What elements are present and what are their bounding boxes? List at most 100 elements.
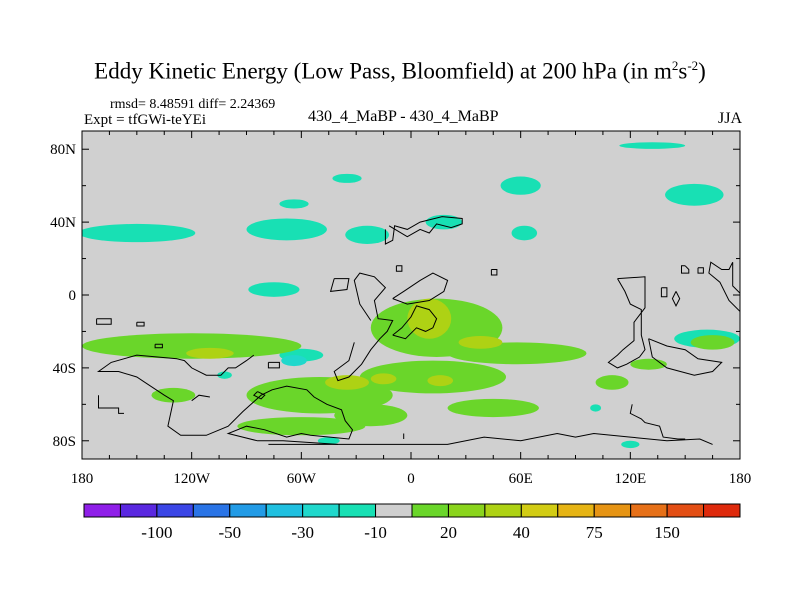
colorbar-box xyxy=(520,503,559,518)
contour-region-32 xyxy=(590,404,602,412)
contour-region-21 xyxy=(690,335,735,350)
coastline-5 xyxy=(392,305,438,340)
coastline-21 xyxy=(629,404,686,440)
coastline-20 xyxy=(697,267,704,274)
coastline-layer xyxy=(96,216,740,445)
contour-region-34 xyxy=(621,440,640,449)
colorbar-box xyxy=(265,503,304,518)
coastline-4 xyxy=(392,272,449,305)
axes-layer: 180 120W 60W 0 60E 120E 180 80N 40N 0 40S 80S xyxy=(50,131,751,487)
colorbar-box xyxy=(229,503,267,518)
colorbar-box xyxy=(484,503,522,518)
colorbar-box xyxy=(593,503,632,518)
colorbar-label: -50 xyxy=(218,523,241,542)
coastline-16 xyxy=(660,287,668,298)
contour-region-20 xyxy=(595,375,629,390)
contour-region-30 xyxy=(281,355,307,367)
chart-title: Eddy Kinetic Energy (Low Pass, Bloomfiel… xyxy=(0,58,800,85)
colorbar-box xyxy=(83,503,121,518)
coastline-17 xyxy=(671,291,681,308)
colorbar-box xyxy=(447,503,486,518)
contour-region-4 xyxy=(332,173,362,183)
contour-region-22 xyxy=(151,387,196,403)
title-close: ) xyxy=(698,58,706,84)
colorbar-box xyxy=(703,503,741,518)
coastline-11 xyxy=(154,343,163,349)
colorbar-label: 40 xyxy=(513,523,530,542)
colorbar-label: -100 xyxy=(141,523,172,542)
coastline-24 xyxy=(191,394,210,402)
colorbar-box xyxy=(375,503,413,518)
title-sup-2: -2 xyxy=(687,58,699,73)
season-label: JJA xyxy=(717,110,742,127)
colorbar-box xyxy=(557,503,595,518)
coastline-1 xyxy=(268,432,713,445)
colorbar-label: 75 xyxy=(586,523,603,542)
coastline-13 xyxy=(252,391,266,400)
coastline-22 xyxy=(176,354,255,376)
colorbar: -100 -50 -30 -10 20 40 75 150 xyxy=(83,503,741,542)
coastline-0 xyxy=(96,354,354,445)
colorbar-box xyxy=(338,503,377,518)
x-tick-label: 60E xyxy=(509,471,533,487)
coastline-23 xyxy=(98,395,124,414)
colorbar-box xyxy=(666,503,705,518)
colorbar-box xyxy=(192,503,231,518)
x-tick-label: 180 xyxy=(729,471,752,487)
title-sup-1: 2 xyxy=(671,58,679,73)
title-main: Eddy Kinetic Energy (Low Pass, Bloomfiel… xyxy=(94,58,672,84)
experiment-label: Expt = tfGWi-teYEi xyxy=(84,112,206,128)
contour-region-28 xyxy=(325,375,369,390)
stats-label: rmsd= 8.48591 diff= 2.24369 xyxy=(110,97,276,112)
contour-region-3 xyxy=(279,199,309,209)
colorbar-box xyxy=(119,503,158,518)
contour-region-9 xyxy=(511,225,538,241)
coastline-3 xyxy=(333,272,394,382)
coastline-6 xyxy=(384,216,463,245)
x-tick-label: 120E xyxy=(614,471,646,487)
colorbar-box xyxy=(302,503,340,518)
contour-fill-layer xyxy=(82,142,740,449)
comparison-label: 430_4_MaBP - 430_4_MaBP xyxy=(308,108,499,125)
contour-region-6 xyxy=(665,183,724,206)
contour-region-31 xyxy=(427,375,454,387)
y-tick-label: 80S xyxy=(53,434,76,450)
contour-region-1 xyxy=(246,218,327,241)
colorbar-box xyxy=(156,503,194,518)
x-tick-label: 60W xyxy=(287,471,317,487)
coastline-15 xyxy=(648,338,723,376)
contour-region-7 xyxy=(619,142,686,149)
colorbar-label: -10 xyxy=(364,523,387,542)
colorbar-box xyxy=(630,503,668,518)
coastline-7 xyxy=(490,269,498,276)
map-background xyxy=(82,131,740,459)
y-tick-label: 0 xyxy=(69,288,77,304)
coastline-8 xyxy=(329,278,350,292)
contour-region-0 xyxy=(82,223,196,243)
contour-region-26 xyxy=(186,347,234,359)
colorbar-label: -30 xyxy=(291,523,314,542)
coastline-10 xyxy=(96,318,112,325)
contour-region-29 xyxy=(370,373,397,385)
y-tick-label: 80N xyxy=(50,142,76,158)
contour-region-27 xyxy=(458,336,503,349)
coastline-14 xyxy=(607,276,646,369)
x-tick-label: 180 xyxy=(71,471,94,487)
contour-region-35 xyxy=(317,437,340,445)
coastline-18 xyxy=(681,265,690,274)
coastline-12 xyxy=(267,361,280,369)
coastline-25 xyxy=(395,265,403,272)
colorbar-label: 150 xyxy=(654,523,680,542)
contour-region-23 xyxy=(237,417,366,436)
contour-region-10 xyxy=(248,282,300,297)
contour-region-33 xyxy=(217,371,232,379)
contour-region-19 xyxy=(447,398,539,418)
contour-region-2 xyxy=(345,225,390,244)
title-mid: s xyxy=(678,58,688,84)
colorbar-box xyxy=(411,503,449,518)
x-tick-label: 120W xyxy=(173,471,211,487)
contour-region-5 xyxy=(500,176,541,195)
x-tick-label: 0 xyxy=(407,471,415,487)
contour-region-18 xyxy=(334,404,408,427)
